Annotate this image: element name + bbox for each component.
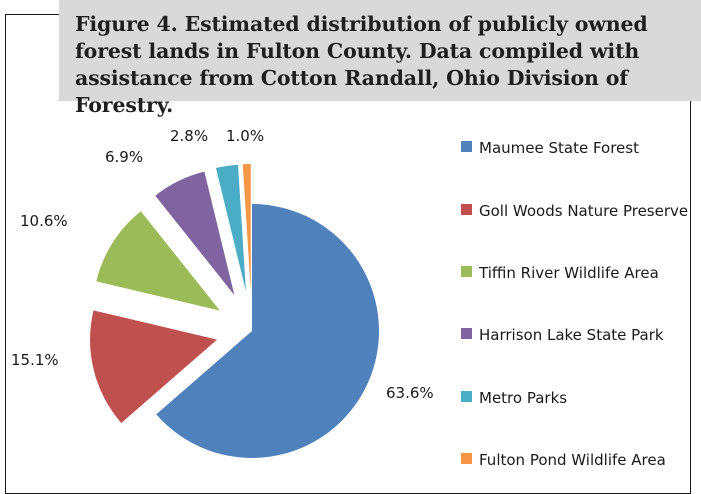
data-label: 15.1% [11,351,59,369]
pie-slice-metro-parks [215,164,246,292]
legend-label: Fulton Pond Wildlife Area [479,451,666,469]
legend-label: Tiffin River Wildlife Area [479,264,659,282]
data-label: 1.0% [226,127,264,145]
caption-box: Figure 4. Estimated distribution of publ… [59,0,701,117]
pie-chart: 63.6% 15.1% 10.6% 6.9% 2.8% 1.0% [11,127,434,458]
legend-swatch [461,141,472,152]
legend-label: Metro Parks [479,389,568,407]
data-label: 10.6% [20,212,68,230]
figure-caption: Figure 4. Estimated distribution of publ… [75,12,648,117]
pie-slice-maumee-state-forest [156,204,380,458]
legend-label: Maumee State Forest [479,139,639,157]
legend-swatch [461,204,472,215]
pie-data-labels: 63.6% 15.1% 10.6% 6.9% 2.8% 1.0% [11,127,434,402]
pie-slice-goll-woods-nature-preserve [90,310,218,424]
pie-slice-harrison-lake-state-park [155,171,235,296]
legend-swatch [461,453,472,464]
legend-label: Harrison Lake State Park [479,326,664,344]
data-label: 63.6% [386,384,434,402]
legend-swatch [461,391,472,402]
legend-label: Goll Woods Nature Preserve [479,202,689,220]
data-label: 2.8% [170,127,208,145]
pie-slice-tiffin-river-wildlife-area [96,211,220,311]
pie-slices [90,164,380,458]
data-label: 6.9% [105,148,143,166]
legend-swatch [461,328,472,339]
pie-slice-fulton-pond-wildlife-area [242,164,251,292]
legend-swatch [461,266,472,277]
